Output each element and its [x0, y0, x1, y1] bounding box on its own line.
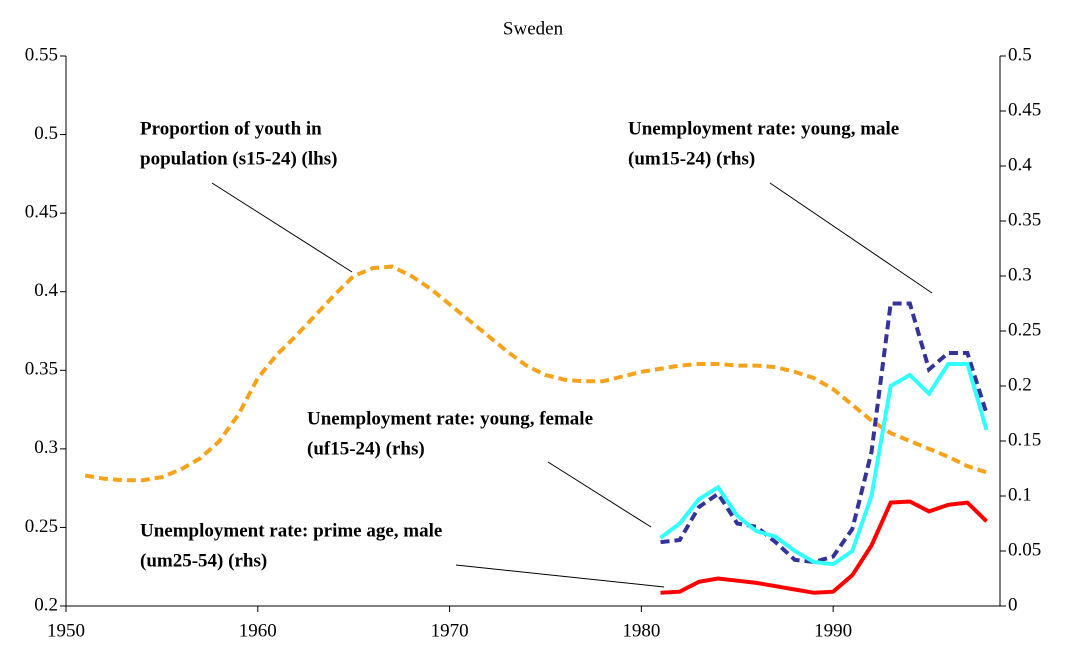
series-line [659, 362, 989, 567]
chart-title: Sweden [503, 18, 564, 39]
annotation: Unemployment rate: prime age, male [140, 520, 442, 541]
x-tick-label: 1960 [239, 620, 277, 641]
leader-line [547, 461, 652, 528]
y2-tick-label: 0 [1008, 594, 1018, 615]
annotations: Proportion of youth in population (s15-2… [140, 118, 933, 588]
x-tick-label: 1980 [622, 620, 660, 641]
annotation: Unemployment rate: young, female [307, 408, 593, 429]
y2-tick-label: 0.3 [1008, 264, 1032, 285]
x-tick-label: 1950 [47, 620, 85, 641]
x-tick-label: 1970 [431, 620, 469, 641]
y2-tick-label: 0.2 [1008, 374, 1032, 395]
y-tick-label: 0.5 [34, 123, 58, 144]
y-tick-label: 0.35 [25, 359, 58, 380]
y-tick-label: 0.45 [25, 202, 58, 223]
y2-tick-label: 0.45 [1008, 99, 1041, 120]
x-tick-label: 1990 [814, 620, 852, 641]
series-line [660, 301, 989, 565]
y2-tick-label: 0.05 [1008, 539, 1041, 560]
y-tick-label: 0.55 [25, 44, 58, 65]
y2-tick-label: 0.5 [1008, 44, 1032, 65]
leader-line [211, 182, 353, 273]
leader-line [455, 564, 665, 588]
annotation: Unemployment rate: young, male [628, 118, 899, 139]
annotation: (um15-24) (rhs) [628, 148, 755, 169]
series-line [84, 264, 988, 483]
y2-tick-label: 0.25 [1008, 319, 1041, 340]
leader-line [769, 182, 933, 294]
y2-tick-label: 0.4 [1008, 154, 1032, 175]
y2-tick-label: 0.15 [1008, 429, 1041, 450]
y2-tick-label: 0.1 [1008, 484, 1032, 505]
annotation: (um25-54) (rhs) [140, 550, 267, 571]
annotation: (uf15-24) (rhs) [307, 438, 425, 459]
y-tick-label: 0.4 [34, 280, 58, 301]
annotation: Proportion of youth in [140, 118, 322, 139]
y2-tick-label: 0.35 [1008, 209, 1041, 230]
y-tick-label: 0.2 [34, 594, 58, 615]
series-line [660, 499, 988, 595]
annotation: population (s15-24) (lhs) [140, 148, 337, 169]
y-tick-label: 0.3 [34, 437, 58, 458]
y-tick-label: 0.25 [25, 516, 58, 537]
